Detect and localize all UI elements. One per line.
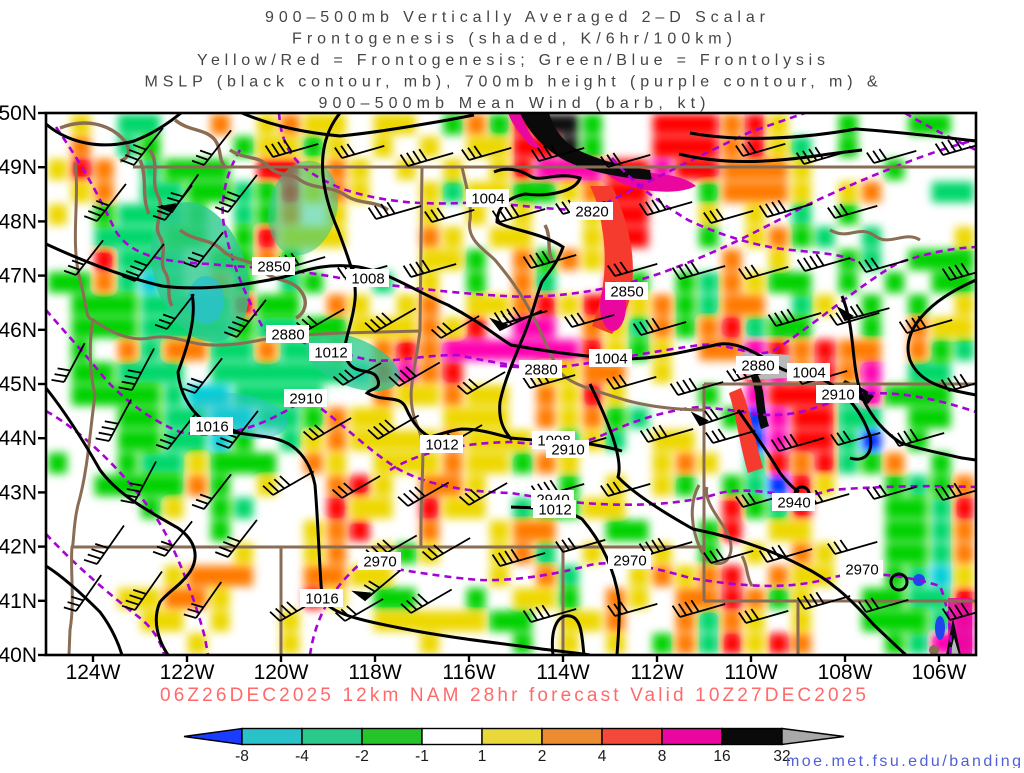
svg-text:06Z26DEC2025 12km NAM 28hr for: 06Z26DEC2025 12km NAM 28hr forecast Vali… [160,685,866,706]
svg-text:Frontogenesis (shaded, K/6hr/1: Frontogenesis (shaded, K/6hr/100km) [292,31,732,48]
svg-text:1: 1 [478,748,487,765]
svg-text:1012: 1012 [425,437,458,454]
svg-text:32: 32 [773,748,790,765]
svg-text:1016: 1016 [195,419,228,436]
svg-text:118W: 118W [348,661,401,684]
svg-text:48N: 48N [0,210,37,233]
svg-text:47N: 47N [0,265,37,288]
svg-text:2910: 2910 [821,387,854,404]
svg-text:40N: 40N [0,644,37,667]
svg-text:1004: 1004 [792,365,825,382]
svg-text:2940: 2940 [777,495,810,512]
svg-text:1008: 1008 [351,271,384,288]
svg-text:-2: -2 [355,748,369,765]
svg-text:1012: 1012 [538,502,571,519]
svg-text:2850: 2850 [257,259,290,276]
svg-text:1016: 1016 [305,591,338,608]
svg-text:110W: 110W [724,661,777,684]
svg-text:-4: -4 [295,748,309,765]
svg-text:106W: 106W [912,661,967,684]
svg-text:1012: 1012 [314,345,347,362]
svg-text:2970: 2970 [363,554,396,571]
svg-text:42N: 42N [0,536,37,559]
svg-text:108W: 108W [818,661,873,684]
svg-text:120W: 120W [254,661,309,684]
svg-text:116W: 116W [442,661,495,684]
svg-text:2: 2 [538,748,547,765]
svg-text:2880: 2880 [741,358,774,375]
svg-text:49N: 49N [0,156,37,179]
svg-text:2910: 2910 [289,391,322,408]
svg-text:45N: 45N [0,373,37,396]
svg-text:2910: 2910 [551,442,584,459]
svg-text:112W: 112W [630,661,683,684]
svg-text:8: 8 [658,748,667,765]
svg-text:2850: 2850 [610,284,643,301]
svg-text:Yellow/Red = Frontogenesis; G: Yellow/Red = Frontogenesis; Green/Blue =… [197,52,825,69]
svg-text:16: 16 [713,748,730,765]
svg-text:41N: 41N [0,590,37,613]
svg-text:2970: 2970 [845,562,878,579]
svg-text:50N: 50N [0,102,37,125]
svg-text:2820: 2820 [575,204,608,221]
svg-text:900–500mb Mean Wind (barb, kt): 900–500mb Mean Wind (barb, kt) [319,95,706,112]
svg-text:124W: 124W [66,661,121,684]
svg-text:-8: -8 [235,748,249,765]
svg-text:122W: 122W [160,661,215,684]
svg-text:1004: 1004 [594,351,627,368]
svg-text:43N: 43N [0,481,37,504]
svg-text:1004: 1004 [471,191,504,208]
svg-text:44N: 44N [0,427,37,450]
svg-text:4: 4 [598,748,607,765]
svg-text:114W: 114W [536,661,589,684]
svg-text:moe.met.fsu.edu/banding: moe.met.fsu.edu/banding [786,753,1021,768]
svg-text:2970: 2970 [613,553,646,570]
svg-text:2880: 2880 [271,327,304,344]
svg-text:-1: -1 [415,748,429,765]
svg-text:MSLP (black contour, mb), 700m: MSLP (black contour, mb), 700mb height (… [145,74,878,91]
svg-text:46N: 46N [0,319,37,342]
svg-text:2880: 2880 [524,362,557,379]
